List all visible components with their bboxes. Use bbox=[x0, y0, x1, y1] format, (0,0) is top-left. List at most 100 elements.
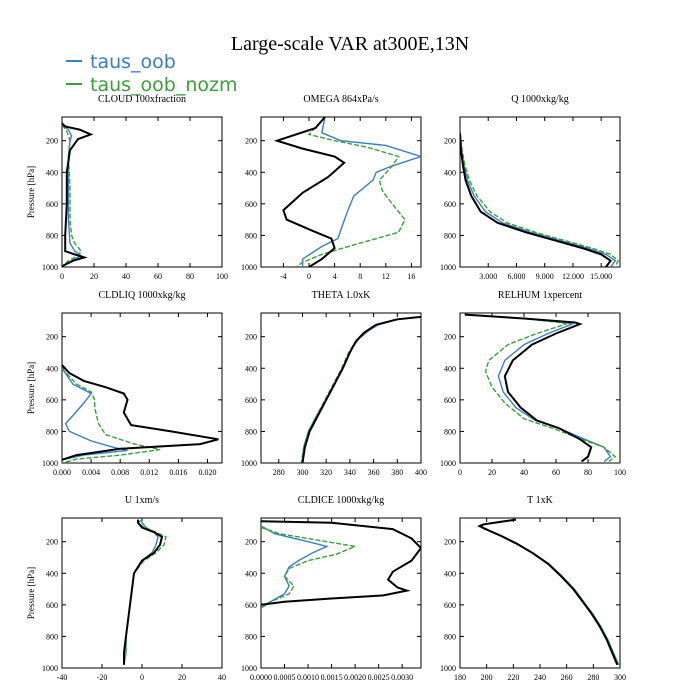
x-tick-label: 320 bbox=[320, 468, 332, 477]
y-tick-label: 200 bbox=[444, 333, 456, 342]
x-tick-label: 9.000 bbox=[536, 272, 554, 281]
series-line-reference bbox=[123, 519, 164, 665]
y-tick-label: 400 bbox=[245, 364, 257, 373]
y-tick-label: 600 bbox=[46, 396, 58, 405]
y-tick-label: 800 bbox=[444, 231, 456, 240]
x-tick-label: 80 bbox=[584, 468, 592, 477]
panel-frame bbox=[61, 116, 223, 268]
series-line-taus-oob bbox=[476, 518, 620, 666]
x-tick-label: 20 bbox=[488, 468, 496, 477]
x-tick-label: 20 bbox=[90, 272, 98, 281]
series-line-taus-oob-nozm bbox=[62, 367, 161, 463]
panel-frame bbox=[260, 116, 422, 268]
y-axis-label: Pressure [hPa] bbox=[26, 567, 36, 619]
y-tick-label: 600 bbox=[444, 396, 456, 405]
y-tick-label: 200 bbox=[46, 137, 58, 146]
y-tick-label: 400 bbox=[245, 168, 257, 177]
legend: taus_oob taus_oob_nozm bbox=[66, 51, 238, 96]
x-tick-label: 12.000 bbox=[562, 272, 584, 281]
series-line-taus-oob-nozm bbox=[261, 526, 358, 609]
y-tick-label: 400 bbox=[444, 364, 456, 373]
x-tick-label: -20 bbox=[97, 673, 108, 682]
x-tick-label: 0.0020 bbox=[344, 673, 366, 682]
x-tick-label: 360 bbox=[368, 468, 380, 477]
x-tick-label: 0.020 bbox=[198, 468, 216, 477]
legend-label-taus-oob-nozm: taus_oob_nozm bbox=[90, 74, 238, 96]
series-line-taus-oob bbox=[301, 316, 421, 463]
y-axis-label: Pressure [hPa] bbox=[26, 166, 36, 218]
y-tick-label: 200 bbox=[245, 137, 257, 146]
panel-frame bbox=[459, 517, 621, 669]
x-tick-label: 0.0000 bbox=[250, 673, 272, 682]
x-tick-label: 180 bbox=[454, 673, 466, 682]
x-tick-label: 6.000 bbox=[507, 272, 525, 281]
y-tick-label: 400 bbox=[46, 569, 58, 578]
panel-frame bbox=[459, 116, 621, 268]
x-tick-label: 220 bbox=[507, 673, 519, 682]
series-line-taus-oob-nozm bbox=[62, 124, 83, 267]
y-tick-label: 200 bbox=[245, 333, 257, 342]
x-tick-label: 0.016 bbox=[169, 468, 187, 477]
x-tick-label: 0.012 bbox=[140, 468, 158, 477]
series-line-taus-oob bbox=[261, 525, 330, 609]
x-tick-label: 280 bbox=[587, 673, 599, 682]
x-tick-label: 300 bbox=[296, 468, 308, 477]
panel-title: U 1xm/s bbox=[125, 495, 159, 506]
series-line-taus-oob bbox=[123, 519, 159, 665]
panel-title: THETA 1.0xK bbox=[312, 290, 371, 301]
panel-6: U 1xm/s 200 400 600 800 1000-40 -20 0 20 40 Pressu… bbox=[26, 495, 226, 682]
y-tick-label: 1000 bbox=[42, 263, 58, 272]
y-tick-label: 800 bbox=[444, 427, 456, 436]
x-tick-label: 0.000 bbox=[53, 468, 71, 477]
y-tick-label: 200 bbox=[245, 538, 257, 547]
y-tick-label: 400 bbox=[46, 168, 58, 177]
y-tick-label: 600 bbox=[245, 200, 257, 209]
x-tick-label: 100 bbox=[216, 272, 228, 281]
panel-4: THETA 1.0xK 200 400 600 800 1000 280 300 320 340 3… bbox=[241, 290, 427, 477]
y-tick-label: 200 bbox=[444, 137, 456, 146]
series-line-taus-oob bbox=[464, 313, 612, 462]
x-tick-label: 20 bbox=[178, 673, 186, 682]
panel-frame bbox=[260, 312, 422, 464]
y-axis-label: Pressure [hPa] bbox=[26, 362, 36, 414]
x-tick-label: 0.0025 bbox=[368, 673, 390, 682]
y-tick-label: 600 bbox=[444, 200, 456, 209]
x-tick-label: 60 bbox=[552, 468, 560, 477]
x-tick-label: 0.0010 bbox=[297, 673, 319, 682]
y-tick-label: 200 bbox=[46, 333, 58, 342]
legend-label-taus-oob: taus_oob bbox=[90, 51, 176, 73]
y-tick-label: 800 bbox=[46, 231, 58, 240]
y-tick-label: 800 bbox=[245, 427, 257, 436]
y-tick-label: 800 bbox=[46, 427, 58, 436]
x-tick-label: 40 bbox=[218, 673, 226, 682]
series-line-taus-oob bbox=[62, 367, 128, 461]
series-line-taus-oob-nozm bbox=[460, 132, 619, 267]
y-tick-label: 1000 bbox=[42, 459, 58, 468]
x-tick-label: 15.000 bbox=[590, 272, 612, 281]
x-tick-label: 0.0030 bbox=[391, 673, 413, 682]
x-tick-label: 240 bbox=[534, 673, 546, 682]
panel-title: RELHUM 1xpercent bbox=[498, 290, 582, 301]
x-tick-label: 40 bbox=[122, 272, 130, 281]
x-tick-label: 8 bbox=[358, 272, 362, 281]
x-tick-label: 0 bbox=[60, 272, 64, 281]
series-line-taus-oob bbox=[301, 117, 421, 267]
panel-title: T 1xK bbox=[527, 495, 553, 506]
panel-frame bbox=[61, 517, 223, 669]
series-line-reference bbox=[477, 518, 619, 666]
x-tick-label: 4 bbox=[333, 272, 337, 281]
series-line-taus-oob-nozm bbox=[300, 316, 421, 463]
y-tick-label: 400 bbox=[46, 364, 58, 373]
panel-title: Q 1000xkg/kg bbox=[511, 94, 569, 105]
y-tick-label: 1000 bbox=[241, 664, 257, 673]
panel-title: CLDLIQ 1000xkg/kg bbox=[99, 290, 186, 301]
x-tick-label: 80 bbox=[186, 272, 194, 281]
y-tick-label: 1000 bbox=[241, 263, 257, 272]
series-line-reference bbox=[62, 122, 94, 267]
y-tick-label: 600 bbox=[444, 601, 456, 610]
